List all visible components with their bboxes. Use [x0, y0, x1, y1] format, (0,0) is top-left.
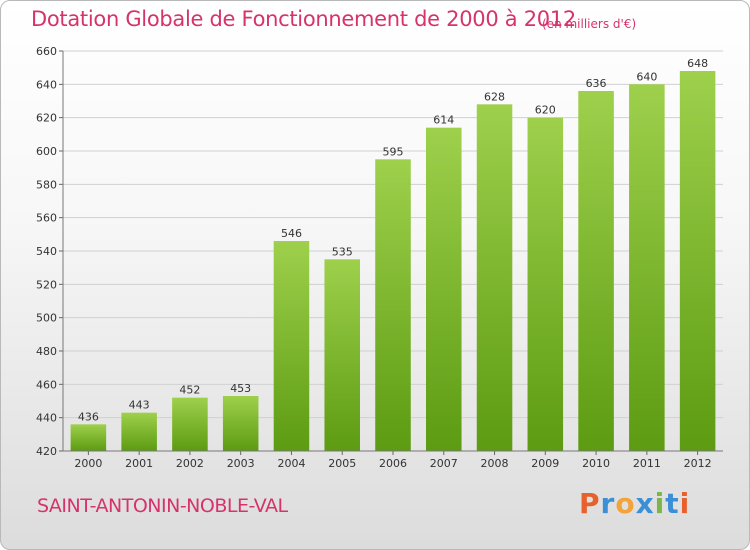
logo-letter: i [654, 487, 666, 520]
x-tick-label: 2001 [125, 457, 153, 470]
bar-2007 [426, 127, 462, 452]
logo-letter: P [579, 487, 601, 520]
bar-2010 [578, 91, 614, 451]
value-label: 636 [586, 77, 607, 90]
proxiti-logo[interactable]: Proxiti [579, 487, 690, 520]
logo-letter: t [665, 487, 680, 520]
value-label: 452 [179, 384, 200, 397]
x-tick-label: 2012 [684, 457, 712, 470]
bar-2011 [629, 84, 665, 451]
y-tick-label: 600 [36, 145, 57, 158]
x-tick-label: 2003 [227, 457, 255, 470]
value-label: 443 [129, 399, 150, 412]
y-tick-label: 560 [36, 212, 57, 225]
bar-2001 [121, 412, 157, 451]
y-tick-label: 520 [36, 278, 57, 291]
y-tick-label: 640 [36, 78, 57, 91]
bar-2004 [273, 241, 310, 451]
bar-2012 [679, 71, 716, 451]
bar-2006 [375, 159, 411, 452]
unit-note: (en milliers d'€) [542, 17, 637, 31]
y-tick-label: 620 [36, 112, 57, 125]
x-tick-label: 2008 [481, 457, 509, 470]
x-tick-label: 2007 [430, 457, 458, 470]
bar-2000 [70, 424, 107, 451]
y-tick-label: 580 [36, 178, 57, 191]
value-label: 546 [281, 227, 302, 240]
x-tick-label: 2011 [633, 457, 661, 470]
logo-letter: x [635, 487, 655, 520]
y-tick-label: 440 [36, 412, 57, 425]
bar-2005 [324, 259, 360, 451]
bar-2002 [172, 397, 208, 451]
y-tick-label: 460 [36, 378, 57, 391]
bars: 436 443 452 453 546 535 595 614 628 620 636 640 648 [70, 57, 716, 452]
y-axis: 420 440 460 480 500 520 540 560 580 600 620 640 660 [36, 45, 64, 458]
bar-2008 [476, 104, 513, 451]
logo-letter: o [615, 487, 636, 520]
value-label: 595 [383, 145, 404, 158]
value-label: 628 [484, 90, 505, 103]
value-label: 535 [332, 245, 353, 258]
y-tick-label: 480 [36, 345, 57, 358]
value-label: 640 [636, 70, 657, 83]
bar-2009 [527, 117, 564, 452]
logo-letter: i [679, 487, 691, 520]
y-tick-label: 500 [36, 312, 57, 325]
value-label: 436 [78, 410, 99, 423]
logo-letter: r [600, 487, 616, 520]
x-tick-label: 2010 [582, 457, 610, 470]
x-tick-label: 2006 [379, 457, 407, 470]
x-tick-label: 2000 [74, 457, 102, 470]
y-tick-label: 420 [36, 445, 57, 458]
value-label: 453 [230, 382, 251, 395]
value-label: 648 [687, 57, 708, 70]
chart-title: Dotation Globale de Fonctionnement de 20… [31, 7, 576, 31]
y-tick-label: 660 [36, 45, 57, 58]
bar-2003 [222, 396, 259, 451]
value-label: 620 [535, 104, 556, 117]
town-name: SAINT-ANTONIN-NOBLE-VAL [37, 495, 288, 517]
x-tick-label: 2009 [531, 457, 559, 470]
x-tick-label: 2004 [277, 457, 305, 470]
y-tick-label: 540 [36, 245, 57, 258]
value-label: 614 [433, 114, 454, 127]
x-axis: 2000 2001 2002 2003 2004 2005 2006 2007 2008 2009… [63, 450, 723, 470]
x-tick-label: 2002 [176, 457, 204, 470]
x-tick-label: 2005 [328, 457, 356, 470]
